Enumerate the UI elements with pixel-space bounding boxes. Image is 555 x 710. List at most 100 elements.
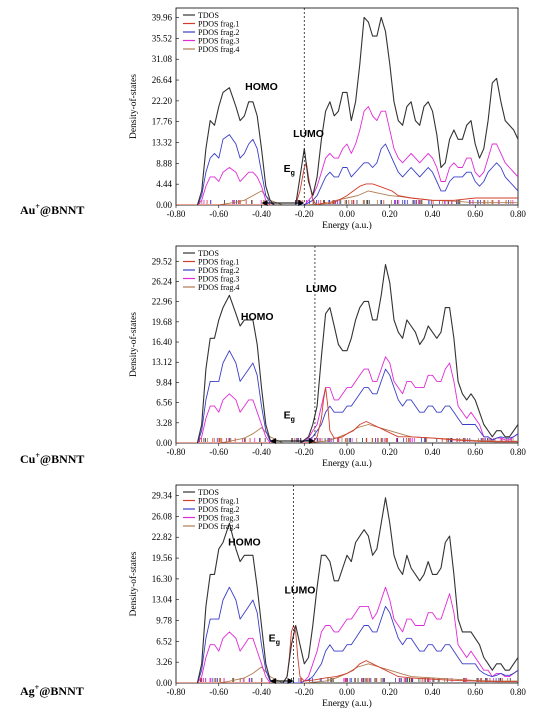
- x-tick-label: -0.80: [167, 687, 186, 697]
- x-tick-label: -0.80: [167, 209, 186, 219]
- y-tick-label: 13.12: [152, 357, 172, 367]
- y-tick-label: 16.40: [152, 337, 173, 347]
- y-tick-label: 39.96: [152, 13, 173, 23]
- y-tick-label: 0.00: [156, 200, 172, 210]
- series-line-pdos-frag-1: [176, 625, 518, 683]
- series-line-pdos-frag-3: [197, 356, 518, 443]
- legend-entry-1: PDOS frag.1: [198, 258, 239, 267]
- side-label-rest: @BNNT: [40, 203, 85, 217]
- side-label: Au+@BNNT: [20, 202, 84, 217]
- x-tick-label: 0.00: [339, 209, 355, 219]
- series-line-tdos: [196, 263, 518, 443]
- series-line-pdos-frag-3: [197, 106, 518, 205]
- gap-arrow-head-left: [270, 438, 277, 444]
- homo-label: HOMO: [245, 81, 278, 93]
- side-label-rest: @BNNT: [39, 684, 84, 698]
- series-line-pdos-frag-1: [176, 387, 518, 443]
- legend-entry-4: PDOS frag.4: [198, 45, 239, 54]
- x-tick-label: 0.80: [510, 209, 526, 219]
- y-tick-label: 19.68: [152, 317, 173, 327]
- y-tick-label: 26.24: [152, 276, 173, 286]
- x-tick-label: 0.20: [382, 447, 398, 457]
- y-tick-label: 22.82: [152, 532, 172, 542]
- homo-label: HOMO: [241, 311, 274, 323]
- lumo-label: LUMO: [285, 585, 316, 597]
- chart-panel-2: 0.00 3.28 6.56 9.84 13.12 16.40 19.68 22.96 26.2…: [20, 245, 526, 469]
- x-tick-label: -0.60: [209, 687, 228, 697]
- side-label-charge: +: [35, 683, 40, 692]
- y-tick-label: 29.52: [152, 256, 172, 266]
- y-tick-label: 6.56: [156, 398, 172, 408]
- y-tick-label: 26.64: [152, 75, 173, 85]
- gap-label: Eg: [269, 632, 280, 646]
- x-tick-label: 0.60: [467, 447, 483, 457]
- x-tick-label: -0.20: [295, 687, 314, 697]
- series-line-pdos-frag-3: [197, 586, 518, 683]
- gap-arrow-head-right: [298, 200, 305, 206]
- x-tick-label: 0.20: [382, 687, 398, 697]
- x-axis-label: Energy (a.u.): [322, 458, 372, 469]
- series-line-pdos-frag-2: [196, 134, 518, 205]
- y-axis-label: Density-of-states: [128, 74, 139, 139]
- side-label: Ag+@BNNT: [20, 683, 84, 698]
- side-label: Cu+@BNNT: [20, 451, 84, 466]
- series-line-pdos-frag-4: [176, 663, 518, 683]
- y-tick-label: 0.00: [156, 678, 172, 688]
- legend-entry-4: PDOS frag.4: [198, 283, 239, 292]
- gap-label: Eg: [284, 409, 295, 423]
- legend-entry-0: TDOS: [198, 11, 219, 20]
- gap-label-sub: g: [276, 639, 280, 646]
- chart-panel-3: 0.00 3.26 6.52 9.78 13.04 16.30 19.56 22.82 26.0…: [20, 484, 526, 709]
- x-tick-label: 0.00: [339, 447, 355, 457]
- x-tick-label: 0.00: [339, 687, 355, 697]
- x-tick-label: 0.20: [382, 209, 398, 219]
- x-tick-label: -0.40: [252, 687, 271, 697]
- gap-label-main: E: [269, 632, 276, 644]
- legend-entry-0: TDOS: [198, 249, 219, 258]
- gap-label-main: E: [284, 163, 291, 175]
- side-label-metal: Cu: [20, 452, 36, 466]
- x-tick-label: 0.40: [425, 687, 441, 697]
- legend-entry-4: PDOS frag.4: [198, 522, 239, 531]
- gap-arrow-head-right: [287, 678, 294, 684]
- x-tick-label: 0.60: [467, 209, 483, 219]
- side-label-charge: +: [35, 202, 40, 211]
- x-tick-label: 0.40: [425, 209, 441, 219]
- y-tick-label: 13.32: [152, 138, 172, 148]
- y-tick-label: 22.96: [152, 297, 173, 307]
- y-axis-label: Density-of-states: [128, 312, 139, 377]
- gap-arrow-head-left: [261, 200, 268, 206]
- y-tick-label: 4.44: [156, 179, 172, 189]
- y-tick-label: 0.00: [156, 438, 172, 448]
- x-tick-label: 0.60: [467, 687, 483, 697]
- y-tick-label: 22.20: [152, 96, 173, 106]
- y-tick-label: 8.88: [156, 158, 172, 168]
- y-tick-label: 13.04: [152, 595, 173, 605]
- x-tick-label: -0.60: [209, 447, 228, 457]
- x-tick-label: -0.20: [295, 209, 314, 219]
- side-label-charge: +: [35, 451, 40, 460]
- y-tick-label: 9.84: [156, 377, 172, 387]
- gap-label-sub: g: [291, 416, 295, 423]
- series-line-pdos-frag-2: [196, 586, 518, 683]
- x-axis-label: Energy (a.u.): [322, 698, 372, 709]
- y-tick-label: 16.30: [152, 574, 173, 584]
- gap-label-main: E: [284, 409, 291, 421]
- x-axis-label: Energy (a.u.): [322, 220, 372, 231]
- x-tick-label: 0.40: [425, 447, 441, 457]
- legend-entry-1: PDOS frag.1: [198, 20, 239, 29]
- legend-entry-1: PDOS frag.1: [198, 497, 239, 506]
- series-line-pdos-frag-2: [196, 350, 518, 443]
- y-tick-label: 26.08: [152, 511, 173, 521]
- lumo-label: LUMO: [293, 128, 324, 140]
- x-tick-label: -0.80: [167, 447, 186, 457]
- y-tick-label: 17.76: [152, 117, 173, 127]
- gap-arrow-head-right: [308, 438, 315, 444]
- legend-entry-2: PDOS frag.2: [198, 266, 239, 275]
- legend-entry-0: TDOS: [198, 488, 219, 497]
- y-tick-label: 19.56: [152, 553, 173, 563]
- y-tick-label: 3.26: [156, 657, 172, 667]
- y-tick-label: 31.08: [152, 54, 173, 64]
